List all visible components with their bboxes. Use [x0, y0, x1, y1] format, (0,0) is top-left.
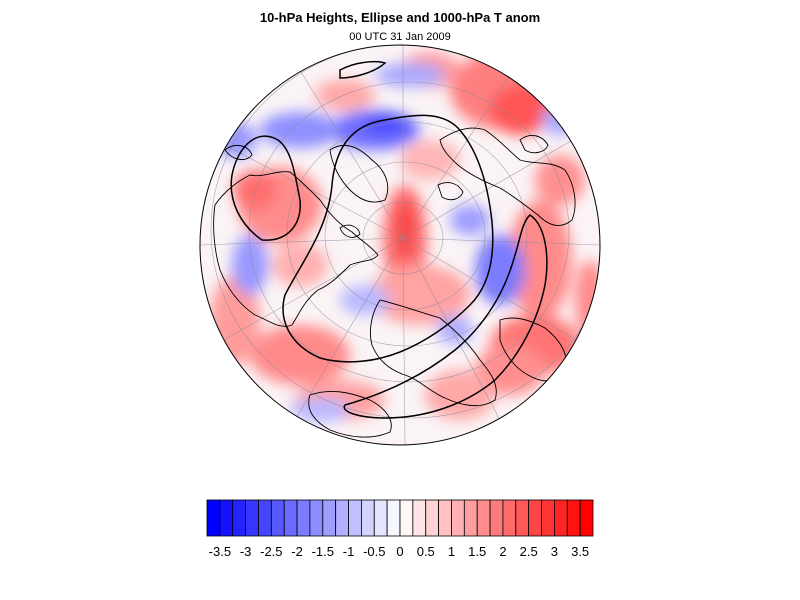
colorbar-box: [309, 499, 324, 537]
colorbar-box: [451, 499, 465, 537]
colorbar-box: [283, 499, 298, 537]
colorbar-box: [476, 499, 491, 537]
colorbar-tick-label: -2.5: [260, 544, 282, 559]
colorbar-box: [463, 499, 478, 537]
colorbar-box: [386, 499, 401, 537]
colorbar-box: [425, 499, 440, 537]
colorbar-tick-label: -0.5: [363, 544, 385, 559]
height-contours: [230, 60, 548, 419]
colorbar-tick-label: 1: [448, 544, 455, 559]
chart-subtitle: 00 UTC 31 Jan 2009: [349, 31, 451, 43]
colorbar-box: [296, 499, 311, 537]
colorbar-box: [566, 499, 581, 537]
colorbar-box: [335, 499, 349, 537]
globe-outline: [199, 44, 601, 446]
colorbar-tick-label: 2: [499, 544, 506, 559]
colorbar-tick-label: 0: [396, 544, 403, 559]
colorbar-tick-label: -3: [240, 544, 252, 559]
colorbar-box: [219, 499, 234, 537]
colorbar-ticks: -3.5 -3 -2.5 -2 -1.5 -1 -0.5 0 0.5 1 1.5 2 2.5 3 3.5: [209, 544, 590, 559]
colorbar-box: [399, 499, 414, 537]
colorbar-box: [270, 499, 285, 537]
colorbar-box: [232, 499, 247, 537]
colorbar-tick-label: 0.5: [417, 544, 435, 559]
colorbar-box: [528, 499, 542, 537]
chart-title: 10-hPa Heights, Ellipse and 1000-hPa T a…: [259, 10, 541, 25]
colorbar-box: [438, 499, 452, 537]
colorbar-tick-label: -1.5: [312, 544, 334, 559]
colorbar-box: [245, 499, 259, 537]
colorbar-box: [502, 499, 517, 537]
colorbar-tick-label: -1: [343, 544, 355, 559]
colorbar-tick-label: -3.5: [209, 544, 231, 559]
colorbar-box: [206, 499, 221, 537]
colorbar-tick-label: 1.5: [468, 544, 486, 559]
colorbar-box: [322, 499, 337, 537]
colorbar-tick-label: -2: [291, 544, 303, 559]
colorbar-tick-label: 3.5: [571, 544, 589, 559]
colorbar-box: [489, 499, 504, 537]
colorbar-box: [515, 499, 530, 537]
colorbar-box: [348, 499, 362, 537]
colorbar-box: [258, 499, 272, 537]
colorbar-boxes: [206, 499, 594, 537]
colorbar-tick-label: 2.5: [520, 544, 538, 559]
colorbar-box: [412, 499, 427, 537]
colorbar-box: [541, 499, 555, 537]
colorbar-box: [373, 499, 388, 537]
colorbar-tick-label: 3: [551, 544, 558, 559]
colorbar-box: [554, 499, 568, 537]
colorbar-box: [579, 499, 594, 537]
coastlines: [213, 127, 576, 438]
colorbar-box: [360, 499, 375, 537]
